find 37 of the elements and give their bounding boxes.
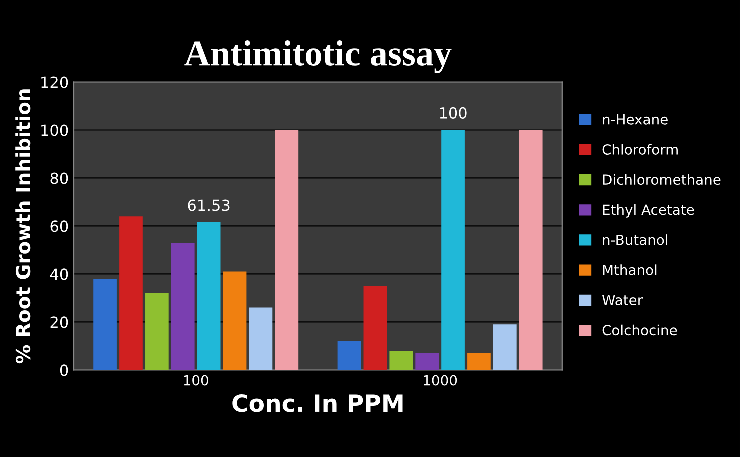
legend-label: Water [602,295,644,306]
bar [223,272,247,370]
bar [364,286,388,370]
bar [390,350,414,370]
bar [120,216,143,370]
y-tick-label: 20 [50,316,68,328]
bar [468,353,491,370]
x-axis-title: Conc. In PPM [232,394,403,412]
bar [146,293,169,370]
y-tick-label: 60 [50,220,68,232]
x-tick-label: 1000 [424,375,458,386]
y-tick-label: 80 [50,172,68,184]
bar [442,130,465,370]
y-axis-title: % Root Growth Inhibition [16,90,31,364]
bar [338,341,362,370]
legend-label: n-Hexane [603,114,668,125]
data-label: 61.53 [188,200,230,212]
bar [197,222,221,370]
legend-label: n-Butanol [603,234,668,246]
bar [171,243,195,370]
legend-label: Chloroform [602,144,678,155]
bar [493,324,517,370]
y-tick-label: 120 [42,76,68,88]
legend-label: Dichloromethane [603,174,721,186]
legend-label: Colchocine [602,324,678,336]
data-label: 100 [440,107,467,119]
legend-label: Mthanol [603,264,657,276]
legend-label: Ethyl Acetate [603,204,694,218]
y-tick-label: 0 [60,364,68,376]
y-tick-label: 100 [42,124,68,136]
bar [249,308,273,370]
bar [519,130,543,370]
chart-title: Antimitotic assay [184,40,452,74]
y-tick-label: 40 [50,268,68,280]
bar [275,130,299,370]
bar [416,353,440,370]
bar [94,279,117,370]
